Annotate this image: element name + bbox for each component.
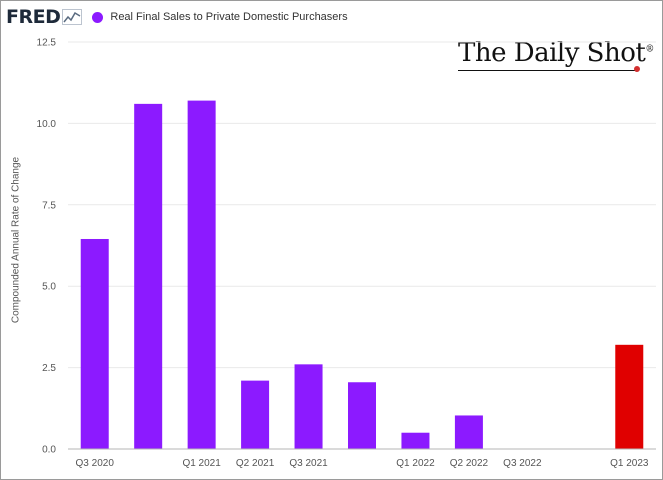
y-tick-label: 7.5 <box>42 200 56 211</box>
legend-series-label: Real Final Sales to Private Domestic Pur… <box>110 11 348 23</box>
bar-q1-2021[interactable] <box>187 100 216 449</box>
x-tick-label: Q1 2022 <box>396 458 435 469</box>
y-tick-label: 2.5 <box>42 363 56 374</box>
brand-dot <box>634 66 640 72</box>
y-axis-ticks: 0.0 2.5 5.0 7.5 10.0 12.5 <box>37 38 57 456</box>
x-axis-ticks: Q3 2020 Q1 2021 Q2 2021 Q3 2021 Q1 2022 Q2 20… <box>76 458 649 469</box>
bar-q2-2021[interactable] <box>241 380 270 449</box>
chart-header: FRED Real Final Sales to Private Domesti… <box>6 6 348 28</box>
x-tick-label: Q3 2021 <box>289 458 328 469</box>
bar-q2-2022[interactable] <box>454 415 483 449</box>
x-tick-label: Q1 2021 <box>182 458 221 469</box>
bar-q3-2021[interactable] <box>294 364 323 449</box>
x-tick-label: Q2 2021 <box>236 458 275 469</box>
x-tick-label: Q1 2023 <box>610 458 649 469</box>
daily-shot-logo: The Daily Shot® <box>458 38 654 68</box>
fred-logo[interactable]: FRED <box>6 6 61 28</box>
y-tick-label: 0.0 <box>42 445 56 456</box>
x-tick-label: Q3 2020 <box>76 458 115 469</box>
brand-registered-mark: ® <box>645 44 654 55</box>
y-tick-label: 12.5 <box>37 38 57 49</box>
legend-marker <box>92 11 104 23</box>
brand-text: The Daily Shot <box>458 38 646 68</box>
gridlines <box>68 41 656 369</box>
bar-q1-2023[interactable] <box>615 344 644 449</box>
x-tick-label: Q3 2022 <box>503 458 542 469</box>
y-tick-label: 10.0 <box>37 119 57 130</box>
bar-q4-2021[interactable] <box>348 382 376 449</box>
bar-q4-2020[interactable] <box>134 103 163 449</box>
bar-q3-2020[interactable] <box>80 238 109 449</box>
bars <box>80 100 644 449</box>
line-chart-icon <box>62 9 83 25</box>
y-tick-label: 5.0 <box>42 282 56 293</box>
x-tick-label: Q2 2022 <box>450 458 489 469</box>
bar-q1-2022[interactable] <box>401 432 430 449</box>
brand-underline <box>458 70 638 71</box>
